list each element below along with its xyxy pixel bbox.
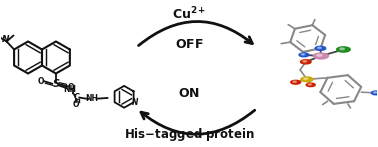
Text: $\mathbf{ON}$: $\mathbf{ON}$ [178, 87, 200, 100]
Circle shape [313, 53, 328, 59]
Text: O: O [68, 83, 74, 92]
Circle shape [306, 83, 315, 87]
Circle shape [291, 80, 301, 84]
Text: N: N [2, 35, 9, 44]
Circle shape [299, 53, 309, 57]
Text: $\mathbf{OFF}$: $\mathbf{OFF}$ [175, 38, 203, 51]
Circle shape [373, 92, 377, 93]
Text: NH: NH [64, 85, 77, 94]
Circle shape [308, 84, 311, 85]
Circle shape [293, 81, 296, 82]
Circle shape [301, 54, 305, 55]
Text: C: C [73, 93, 79, 102]
Text: $\mathbf{His}$$\mathbf{-tagged\ protein}$: $\mathbf{His}$$\mathbf{-tagged\ protein}… [124, 126, 254, 143]
Text: O: O [73, 100, 79, 109]
Text: NH: NH [85, 95, 99, 103]
FancyArrowPatch shape [141, 110, 255, 134]
Circle shape [303, 61, 307, 62]
Text: $\mathbf{Cu^{2+}}$: $\mathbf{Cu^{2+}}$ [172, 5, 206, 22]
Text: N: N [132, 98, 138, 107]
Circle shape [340, 48, 344, 50]
Circle shape [317, 54, 322, 56]
Circle shape [304, 78, 308, 80]
Circle shape [318, 47, 321, 49]
Circle shape [371, 91, 378, 95]
FancyArrowPatch shape [139, 21, 253, 46]
Circle shape [301, 60, 311, 64]
Circle shape [301, 77, 313, 82]
Circle shape [337, 47, 350, 52]
Text: S: S [53, 79, 59, 89]
Circle shape [315, 46, 326, 50]
Text: O: O [38, 77, 44, 86]
